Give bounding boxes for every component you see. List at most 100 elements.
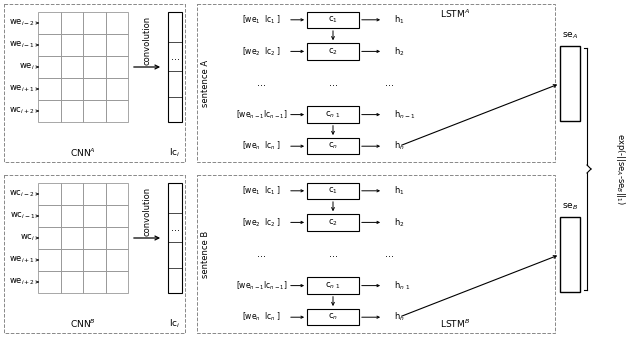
Text: wc$_{i}$: wc$_{i}$ xyxy=(20,233,35,243)
Text: LSTM$^A$: LSTM$^A$ xyxy=(440,8,470,20)
Bar xyxy=(83,12,106,34)
Text: [we$_n$  lc$_n$ ]: [we$_n$ lc$_n$ ] xyxy=(243,311,282,323)
Text: c$_n$: c$_n$ xyxy=(328,312,338,322)
Text: we$_{i+1}$: we$_{i+1}$ xyxy=(9,84,35,94)
Text: ...: ... xyxy=(328,249,337,259)
Text: exp(-||se$_A$-se$_B$||$_1$): exp(-||se$_A$-se$_B$||$_1$) xyxy=(614,133,627,205)
Text: h$_2$: h$_2$ xyxy=(394,45,404,58)
Bar xyxy=(83,271,106,293)
Text: h$_{n\ 1}$: h$_{n\ 1}$ xyxy=(394,279,410,292)
Bar xyxy=(38,249,61,271)
Text: ...: ... xyxy=(257,78,266,88)
Text: sentence A: sentence A xyxy=(200,59,209,106)
Bar xyxy=(38,100,61,122)
Text: h$_1$: h$_1$ xyxy=(394,14,404,26)
Bar xyxy=(61,271,83,293)
Bar xyxy=(83,34,106,56)
Text: h$_1$: h$_1$ xyxy=(394,184,404,197)
Text: we$_{i+1}$: we$_{i+1}$ xyxy=(9,255,35,265)
Bar xyxy=(307,309,359,325)
Text: we$_{i}$: we$_{i}$ xyxy=(19,62,35,72)
Bar xyxy=(61,183,83,205)
Text: wc$_{i-2}$: wc$_{i-2}$ xyxy=(10,189,35,199)
Bar xyxy=(61,78,83,100)
Text: LSTM$^B$: LSTM$^B$ xyxy=(440,318,470,330)
Text: c$_1$: c$_1$ xyxy=(328,15,338,25)
Bar xyxy=(168,183,182,293)
Bar xyxy=(307,183,359,199)
Bar xyxy=(307,277,359,294)
Text: CNN$^A$: CNN$^A$ xyxy=(70,146,96,159)
Text: wc$_{i-1}$: wc$_{i-1}$ xyxy=(10,211,35,221)
Text: convolution: convolution xyxy=(143,187,152,236)
Text: h$_2$: h$_2$ xyxy=(394,216,404,228)
Text: we$_{i-1}$: we$_{i-1}$ xyxy=(9,40,35,50)
Bar xyxy=(106,227,128,249)
Text: h$_n$: h$_n$ xyxy=(394,311,404,323)
Bar xyxy=(83,56,106,78)
Text: ...: ... xyxy=(385,249,394,259)
Bar xyxy=(38,56,61,78)
Text: c$_2$: c$_2$ xyxy=(328,217,338,228)
Bar xyxy=(83,205,106,227)
Text: we$_{i-2}$: we$_{i-2}$ xyxy=(9,18,35,28)
Bar xyxy=(4,175,185,333)
Bar xyxy=(307,214,359,231)
Text: ...: ... xyxy=(170,52,179,62)
Bar xyxy=(61,205,83,227)
Text: [we$_{n-1}$lc$_{n-1}$]: [we$_{n-1}$lc$_{n-1}$] xyxy=(236,279,288,292)
Bar xyxy=(106,249,128,271)
Text: c$_n$: c$_n$ xyxy=(328,141,338,152)
Bar xyxy=(106,34,128,56)
Text: we$_{i+2}$: we$_{i+2}$ xyxy=(9,277,35,287)
Bar xyxy=(61,34,83,56)
Bar xyxy=(38,78,61,100)
Bar xyxy=(61,249,83,271)
Bar xyxy=(61,56,83,78)
Bar xyxy=(38,34,61,56)
Text: lc$_i$: lc$_i$ xyxy=(170,318,180,330)
Text: [we$_n$  lc$_n$ ]: [we$_n$ lc$_n$ ] xyxy=(243,140,282,153)
Text: wc$_{i+2}$: wc$_{i+2}$ xyxy=(10,106,35,116)
Bar xyxy=(83,227,106,249)
Bar xyxy=(197,4,555,162)
Text: lc$_i$: lc$_i$ xyxy=(170,146,180,159)
Bar xyxy=(307,138,359,155)
Text: se$_A$: se$_A$ xyxy=(562,31,578,41)
Bar xyxy=(61,12,83,34)
Bar xyxy=(307,43,359,60)
Bar xyxy=(38,227,61,249)
Text: h$_{n-1}$: h$_{n-1}$ xyxy=(394,108,415,121)
Bar xyxy=(560,217,580,292)
Text: [we$_2$  lc$_2$ ]: [we$_2$ lc$_2$ ] xyxy=(243,216,282,228)
Text: ...: ... xyxy=(385,78,394,88)
Text: se$_B$: se$_B$ xyxy=(562,201,578,212)
Bar xyxy=(83,249,106,271)
Bar xyxy=(83,78,106,100)
Bar xyxy=(168,12,182,122)
Bar xyxy=(106,271,128,293)
Bar xyxy=(4,4,185,162)
Bar xyxy=(61,227,83,249)
Bar xyxy=(61,100,83,122)
Text: ...: ... xyxy=(328,78,337,88)
Bar xyxy=(106,56,128,78)
Text: convolution: convolution xyxy=(143,16,152,65)
Bar xyxy=(38,205,61,227)
Bar xyxy=(38,12,61,34)
Bar xyxy=(197,175,555,333)
Text: c$_1$: c$_1$ xyxy=(328,185,338,196)
Bar xyxy=(560,46,580,121)
Bar xyxy=(106,100,128,122)
Text: [we$_{n-1}$lc$_{n-1}$]: [we$_{n-1}$lc$_{n-1}$] xyxy=(236,108,288,121)
Text: c$_{n\ 1}$: c$_{n\ 1}$ xyxy=(325,109,340,120)
Bar xyxy=(106,183,128,205)
Text: [we$_2$  lc$_2$ ]: [we$_2$ lc$_2$ ] xyxy=(243,45,282,58)
Text: sentence B: sentence B xyxy=(200,231,209,278)
Bar xyxy=(83,100,106,122)
Bar xyxy=(106,12,128,34)
Text: ...: ... xyxy=(170,223,179,233)
Text: ...: ... xyxy=(257,249,266,259)
Text: h$_n$: h$_n$ xyxy=(394,140,404,153)
Text: [we$_1$  lc$_1$ ]: [we$_1$ lc$_1$ ] xyxy=(243,14,282,26)
